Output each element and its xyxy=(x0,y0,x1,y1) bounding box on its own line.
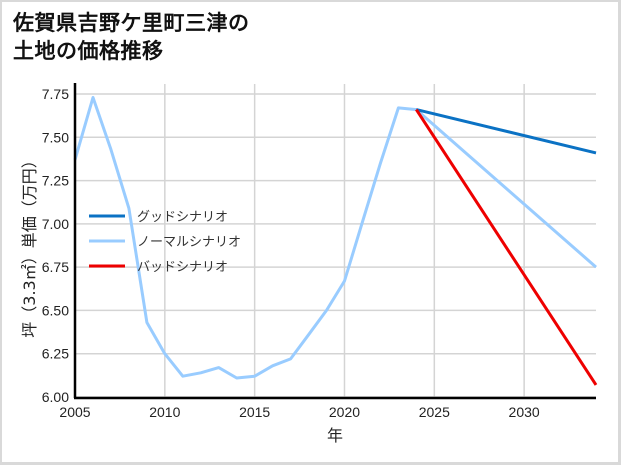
y-tick-label: 7.00 xyxy=(42,216,69,232)
y-tick-label: 7.25 xyxy=(42,173,69,189)
chart-title: 佐賀県吉野ケ里町三津の 土地の価格推移 xyxy=(13,9,250,65)
x-tick-label: 2025 xyxy=(419,404,450,420)
x-tick-label: 2020 xyxy=(329,404,360,420)
series-line xyxy=(73,96,597,380)
y-tick-label: 6.75 xyxy=(42,259,69,275)
y-tick-label: 7.50 xyxy=(42,129,69,145)
y-tick-label: 7.75 xyxy=(42,86,69,102)
series-line xyxy=(415,108,597,155)
x-tick-label: 2010 xyxy=(149,404,180,420)
legend-label: バッドシナリオ xyxy=(137,260,228,275)
y-tick-label: 6.25 xyxy=(42,346,69,362)
y-tick-label: 6.50 xyxy=(42,302,69,318)
y-axis-label: 坪（3.3㎡）単価（万円） xyxy=(20,152,39,337)
chart-title-line1: 佐賀県吉野ケ里町三津の xyxy=(13,11,250,35)
series-line xyxy=(415,108,598,386)
x-tick-label: 2005 xyxy=(59,404,90,420)
x-axis-label: 年 xyxy=(327,426,343,445)
axes xyxy=(73,83,596,400)
data-lines xyxy=(73,96,598,386)
x-tick-label: 2015 xyxy=(239,404,270,420)
y-axis-ticks: 6.00 6.25 6.50 6.75 7.00 7.25 7.50 7.75 xyxy=(42,86,69,405)
legend-label: グッドシナリオ xyxy=(137,210,228,225)
y-tick-label: 6.00 xyxy=(42,389,69,405)
chart-title-line2: 土地の価格推移 xyxy=(13,39,164,63)
x-tick-label: 2030 xyxy=(509,404,540,420)
legend-label: ノーマルシナリオ xyxy=(137,235,241,250)
x-axis-ticks: 2005 2010 2015 2020 2025 2030 xyxy=(59,404,539,420)
